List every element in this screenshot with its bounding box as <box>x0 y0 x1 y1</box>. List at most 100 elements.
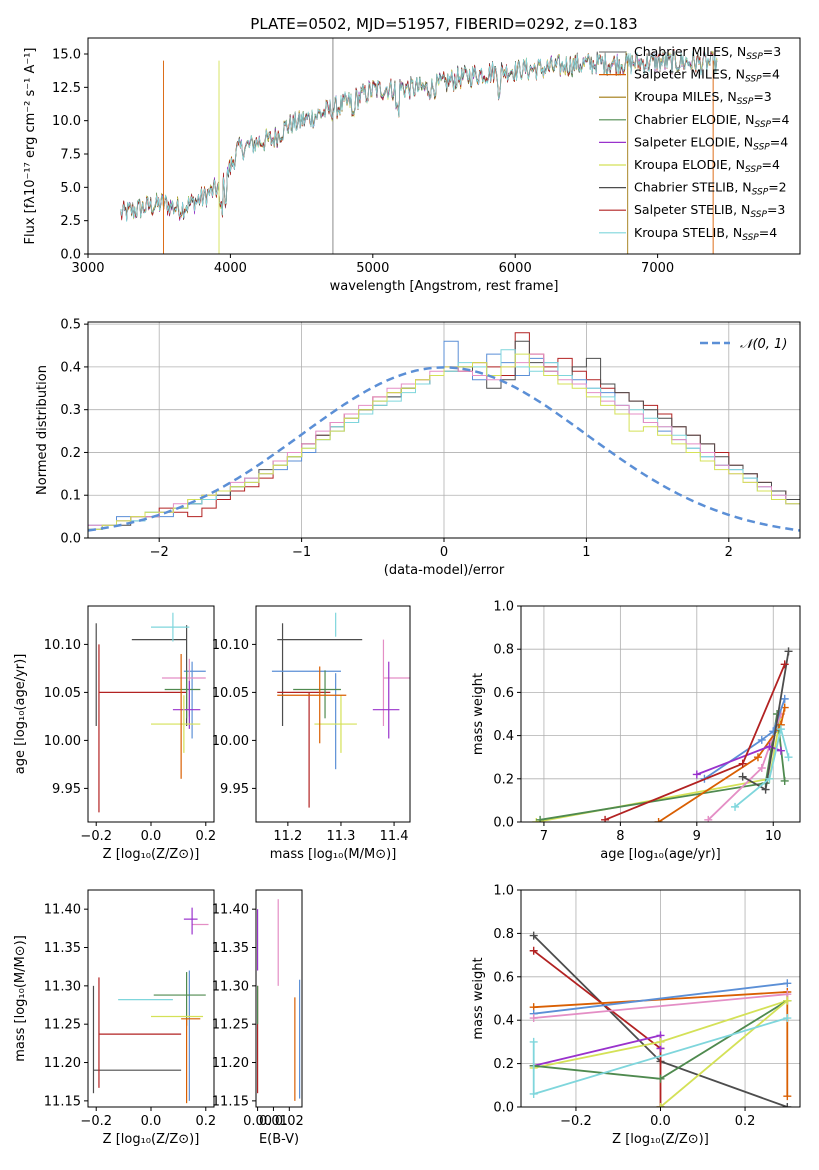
gaussian-curve <box>88 366 800 532</box>
y-tick-label: 0.6 <box>493 686 514 701</box>
x-tick-label: −0.2 <box>560 1114 592 1129</box>
x-tick-label: 1 <box>582 545 590 560</box>
x-tick-label: 0.2 <box>735 1114 756 1129</box>
x-tick-label: 5000 <box>356 261 389 276</box>
axes-frame <box>87 605 215 823</box>
y-tick-label: 0.2 <box>60 446 81 461</box>
legend-label: Kroupa MILES, NSSP=3 <box>634 89 772 107</box>
x-axis-label: E(B-V) <box>259 1132 299 1147</box>
weight-point-marker <box>536 815 545 822</box>
x-tick-label: 2 <box>725 545 733 560</box>
legend-label: Chabrier ELODIE, NSSP=4 <box>634 112 789 130</box>
y-tick-label: 11.15 <box>44 1094 81 1109</box>
axes-residuals: −2 −1 0 1 2 0.0 0.1 0.2 0.3 0.4 0.5 (data-model)/er… <box>35 318 801 578</box>
y-tick-label: 0.8 <box>493 643 514 658</box>
x-tick-label: −1 <box>292 545 311 560</box>
legend-label: Chabrier MILES, NSSP=3 <box>634 44 781 62</box>
x-axis-label: age [log₁₀(age/yr)] <box>600 847 721 862</box>
y-tick-label: 11.20 <box>212 1056 249 1071</box>
y-tick-label: 0.8 <box>493 927 514 942</box>
histogram-step-line <box>88 340 800 530</box>
weight-point-marker <box>780 776 789 785</box>
spectrum-series-line <box>120 50 718 222</box>
x-tick-label: 4000 <box>214 261 247 276</box>
plot-area-spectrum <box>120 38 718 254</box>
x-tick-label: 7000 <box>641 261 674 276</box>
x-tick-label: 6000 <box>499 261 532 276</box>
axes-spectrum: 3000 4000 5000 6000 7000 0.0 2.5 5.0 7.5 10.0 12.5… <box>23 37 801 294</box>
histogram-step-line <box>88 349 800 530</box>
x-tick-label: 0.02 <box>275 1114 304 1129</box>
y-tick-label: 10.05 <box>44 686 81 701</box>
x-tick-label: 0.0 <box>141 1114 162 1129</box>
weight-point-marker <box>704 815 713 822</box>
y-tick-label: 10.00 <box>212 734 249 749</box>
legend: Chabrier MILES, NSSP=3 Salpeter MILES, NS… <box>599 44 789 243</box>
weight-point-marker <box>783 1092 792 1101</box>
y-axis-label: mass [log₁₀(M/M⊙)] <box>13 935 28 1062</box>
x-tick-label: 0.00 <box>243 1114 272 1129</box>
y-tick-label: 10.10 <box>44 638 81 653</box>
y-tick-label: 11.25 <box>44 1018 81 1033</box>
weight-point-marker <box>780 694 789 703</box>
plot-area-mass-EBV <box>256 899 301 1101</box>
plot-area-weight-age <box>532 647 793 822</box>
y-tick-label: 12.5 <box>52 81 81 96</box>
axes-weight-Z: −0.2 0.0 0.2 0.0 0.2 0.4 0.6 0.8 1.0 Z [log₁₀(Z/Z… <box>471 884 801 1147</box>
y-tick-label: 0.0 <box>60 248 81 263</box>
x-axis-label: Z [log₁₀(Z/Z⊙)] <box>612 1132 709 1147</box>
axes-frame <box>87 889 215 1108</box>
axes-frame <box>255 889 303 1108</box>
weight-point-marker <box>753 753 762 762</box>
weight-point-marker <box>783 1014 792 1023</box>
y-tick-label: 0.2 <box>493 1057 514 1072</box>
weight-point-marker <box>656 1103 665 1107</box>
x-tick-label: 11.2 <box>273 829 302 844</box>
weight-point-marker <box>776 746 785 755</box>
y-tick-label: 0.4 <box>60 360 81 375</box>
weight-point-marker <box>656 1074 665 1083</box>
x-tick-label: 11.4 <box>380 829 409 844</box>
x-tick-label: 7 <box>540 829 548 844</box>
plot-area-residuals <box>88 332 800 532</box>
weight-point-marker <box>529 1014 538 1023</box>
weight-point-marker <box>601 815 610 822</box>
y-tick-label: 11.30 <box>212 979 249 994</box>
x-tick-label: −0.2 <box>80 1114 112 1129</box>
axes-age-Z: −0.2 0.0 0.2 9.95 10.00 10.05 10.10 Z [log₁₀(Z/… <box>13 605 216 862</box>
x-tick-label: 9 <box>693 829 701 844</box>
legend-label: Salpeter ELODIE, NSSP=4 <box>634 134 788 152</box>
y-tick-label: 11.35 <box>44 941 81 956</box>
y-tick-label: 0.2 <box>493 772 514 787</box>
axes-weight-age: 7 8 9 10 0.0 0.2 0.4 0.6 0.8 1.0 age [log₁₀(age/yr… <box>471 600 801 862</box>
legend-label: Chabrier STELIB, NSSP=2 <box>634 180 787 198</box>
legend-label: Kroupa ELODIE, NSSP=4 <box>634 157 780 175</box>
y-tick-label: 0.0 <box>60 532 81 547</box>
weight-point-marker <box>738 772 747 781</box>
y-tick-label: 9.95 <box>220 782 249 797</box>
axes-frame <box>255 605 411 823</box>
weight-point-marker <box>654 818 663 822</box>
plot-area-age-mass <box>271 612 410 808</box>
y-tick-label: 2.5 <box>60 214 81 229</box>
y-axis-label: age [log₁₀(age/yr)] <box>13 654 28 775</box>
weight-series-line <box>533 950 662 1107</box>
axes-frame <box>520 605 801 823</box>
x-axis-label: (data-model)/error <box>384 563 505 578</box>
x-tick-label: 0.01 <box>259 1114 288 1129</box>
y-axis-label: Flux [fλ10⁻¹⁷ erg cm⁻² s⁻¹ A⁻¹] <box>23 48 38 245</box>
y-tick-label: 11.35 <box>212 941 249 956</box>
weight-series-line <box>539 713 786 821</box>
x-tick-label: 0.0 <box>141 829 162 844</box>
axes-frame <box>87 37 801 255</box>
weight-series-line <box>533 993 788 1019</box>
x-tick-label: 0.2 <box>195 1114 216 1129</box>
weight-point-marker <box>529 931 538 940</box>
weight-point-marker <box>757 735 766 744</box>
weight-point-marker <box>692 770 701 779</box>
y-tick-label: 0.4 <box>493 729 514 744</box>
weight-point-marker <box>783 979 792 988</box>
x-tick-label: 8 <box>616 829 624 844</box>
y-tick-label: 0.6 <box>493 970 514 985</box>
